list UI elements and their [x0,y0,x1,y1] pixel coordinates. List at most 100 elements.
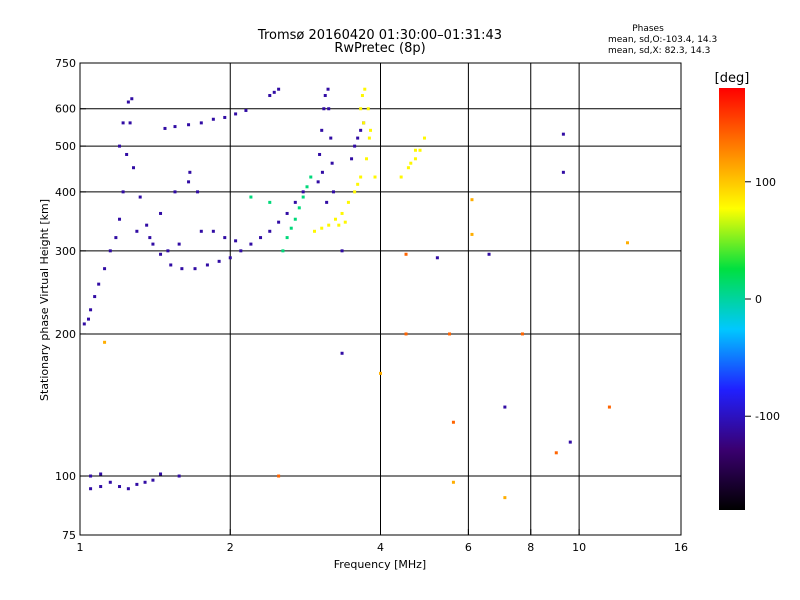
colorbar-label: [deg] [715,71,750,86]
data-point [356,182,360,186]
data-point [223,115,227,119]
data-point [353,144,357,148]
data-points [82,87,629,500]
data-point [121,190,125,194]
data-point [211,229,215,233]
data-point [244,108,248,112]
colorbar-tick-label: 0 [755,293,762,306]
data-point [217,259,221,263]
data-point [337,223,341,227]
data-point [320,128,324,132]
y-tick-label: 100 [55,470,76,483]
data-point [359,175,363,179]
data-point [333,217,337,221]
data-point [277,87,281,91]
x-tick-label: 2 [227,541,234,554]
data-point [173,125,177,129]
data-point [301,190,305,194]
colorbar-tick-label: 100 [755,176,776,189]
data-point [234,239,238,243]
data-point [234,112,238,116]
data-point [369,128,373,132]
data-point [163,126,167,130]
data-point [126,100,130,104]
y-tick-label: 500 [55,140,76,153]
data-point [312,229,316,233]
data-point [99,485,103,489]
y-tick-label: 200 [55,328,76,341]
data-point [151,478,155,482]
data-point [404,252,408,256]
data-point [193,267,197,271]
data-point [268,200,272,204]
data-point [554,451,558,455]
data-point [211,117,215,121]
y-axis: 75 100 200 300 400 500 600 750 [55,57,86,542]
data-point [418,148,422,152]
data-point [503,405,507,409]
x-tick-label: 6 [465,541,472,554]
data-point [320,226,324,230]
data-point [343,220,347,224]
data-point [360,94,364,98]
data-point [228,256,232,260]
data-point [451,420,455,424]
y-tick-label: 600 [55,103,76,116]
data-point [135,482,139,486]
data-point [413,148,417,152]
data-point [325,200,329,204]
x-axis: 1 2 4 6 8 10 16 [77,529,688,554]
x-tick-label: 4 [377,541,384,554]
data-point [350,157,354,161]
data-point [108,249,112,253]
data-point [399,175,403,179]
data-point [223,236,227,240]
data-point [285,211,289,215]
stats-line-o: mean, sd,O:-103.4, 14.3 [608,35,717,45]
data-point [118,485,122,489]
data-point [272,90,276,94]
data-point [187,180,191,184]
data-point [159,472,163,476]
data-point [126,487,130,491]
data-point [322,107,326,111]
data-point [520,332,524,336]
data-point [379,371,382,375]
data-point [503,496,507,500]
data-point [121,121,125,125]
x-tick-label: 16 [674,541,688,554]
data-point [607,405,611,409]
data-point [470,232,474,236]
data-point [89,474,93,478]
x-tick-label: 8 [527,541,534,554]
data-point [318,152,322,156]
data-point [297,206,301,210]
data-point [148,236,152,240]
y-tick-label: 400 [55,186,76,199]
data-point [373,175,377,179]
data-point [249,242,253,246]
data-point [365,157,369,161]
data-point [422,136,426,140]
stats-line-x: mean, sd,X: 82.3, 14.3 [608,46,710,56]
data-point [103,340,107,344]
data-point [125,152,129,156]
data-point [87,317,91,321]
data-point [166,249,170,253]
data-point [108,480,112,484]
data-point [173,190,177,194]
x-tick-label: 1 [77,541,84,554]
y-axis-label: Stationary phase Virtual Height [km] [38,199,51,401]
data-point [114,236,118,240]
data-point [323,94,327,98]
data-point [277,474,281,478]
data-point [451,480,455,484]
data-point [301,195,305,199]
data-point [143,480,147,484]
data-point [89,308,93,312]
data-point [138,195,142,199]
data-point [130,97,134,101]
data-point [93,295,97,299]
data-point [367,136,371,140]
